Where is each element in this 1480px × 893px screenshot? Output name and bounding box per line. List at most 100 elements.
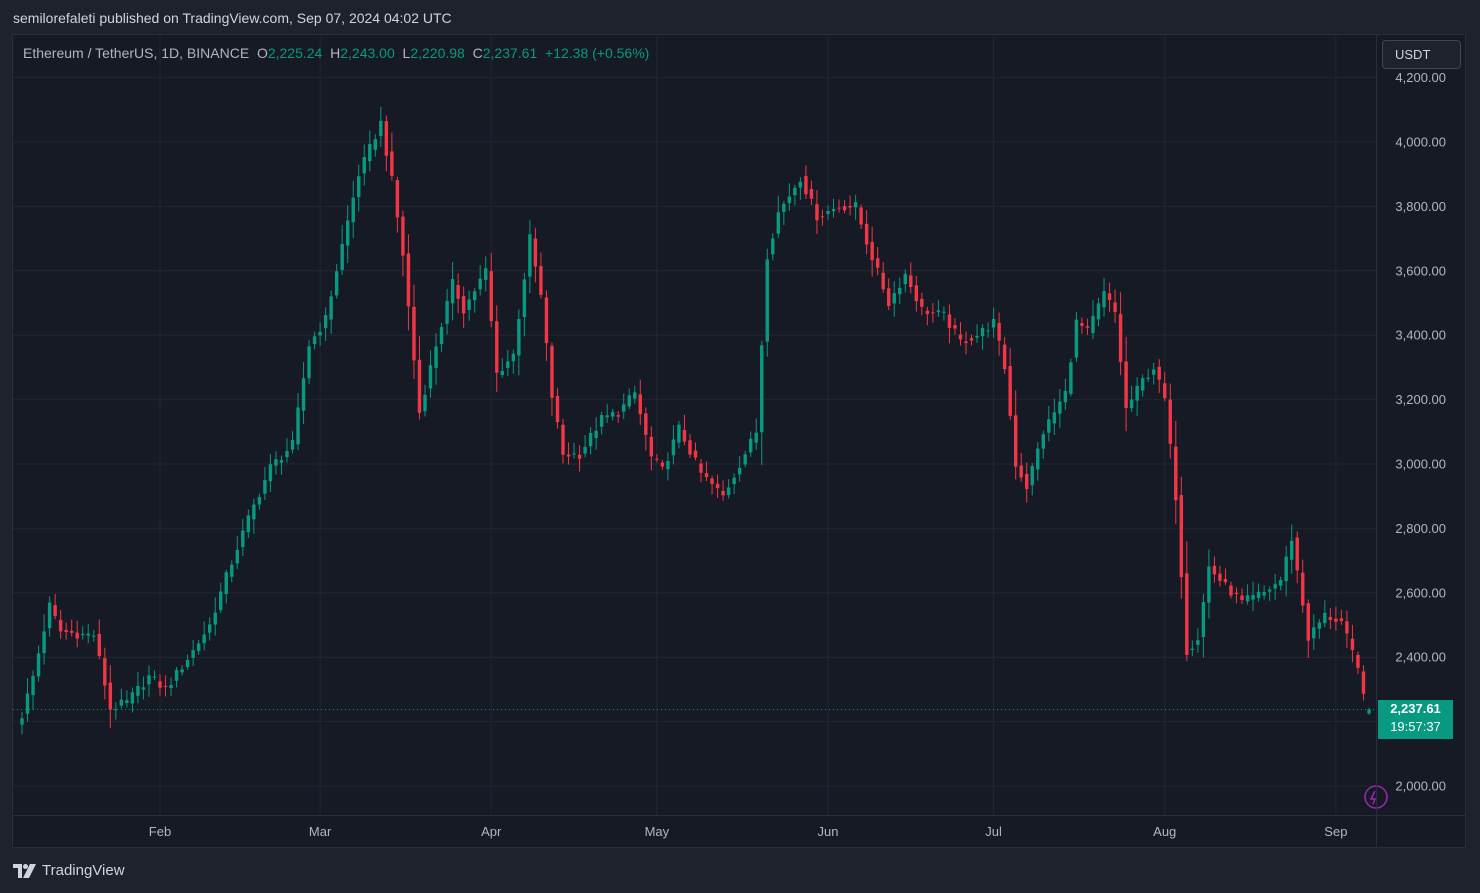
candle-body <box>539 266 543 295</box>
alert-bolt-glyph-icon <box>1369 790 1377 805</box>
candle-body <box>241 530 245 548</box>
candle-body <box>528 234 532 277</box>
open-value: 2,225.24 <box>267 45 323 61</box>
candle-body <box>368 144 372 162</box>
candle-body <box>252 504 256 520</box>
candle-body <box>1036 448 1040 470</box>
candle-body <box>655 458 659 460</box>
candle-body <box>726 487 731 496</box>
candle-body <box>721 491 725 496</box>
candle-body <box>1085 326 1090 328</box>
candle-body <box>340 243 344 270</box>
candle-body <box>1273 584 1277 589</box>
candle-body <box>207 624 212 633</box>
candle-body <box>804 176 808 195</box>
candle-body <box>318 331 322 336</box>
tradingview-logo[interactable]: TradingView <box>13 862 125 879</box>
candle-body <box>312 336 317 345</box>
change-value: +12.38 (+0.56%) <box>545 45 650 61</box>
candle-body <box>875 258 880 268</box>
currency-button[interactable]: USDT <box>1382 40 1461 69</box>
candle-body <box>1240 595 1244 600</box>
time-tick-label: Mar <box>309 824 332 839</box>
candle-body <box>1356 654 1360 668</box>
price-tick-label: 2,400.00 <box>1395 650 1446 665</box>
time-tick-label: Apr <box>481 824 502 839</box>
candle-body <box>1262 591 1266 596</box>
candle-body <box>395 180 400 218</box>
candle-body <box>362 157 366 174</box>
candle-body <box>550 345 554 398</box>
candle-body <box>180 669 184 673</box>
candle-body <box>484 268 488 280</box>
candle-body <box>782 203 786 212</box>
candle-body <box>748 438 753 453</box>
candle-body <box>826 210 830 214</box>
candle-body <box>649 436 654 457</box>
time-tick-label: Jun <box>818 824 839 839</box>
candle-body <box>991 319 996 328</box>
candle-body <box>914 285 919 302</box>
candle-body <box>605 415 609 418</box>
candle-body <box>771 238 775 255</box>
candle-body <box>1234 592 1239 594</box>
chart-pane[interactable] <box>12 34 1466 848</box>
candle-body <box>47 602 52 629</box>
candle-body <box>379 120 383 136</box>
candle-body <box>787 196 792 204</box>
candle-body <box>1284 556 1288 581</box>
candle-body <box>136 686 140 696</box>
candle-body <box>693 450 698 458</box>
candle-body <box>1157 366 1161 380</box>
candle-body <box>1124 361 1128 408</box>
candle-body <box>627 395 631 407</box>
candle-body <box>616 415 620 417</box>
candle-body <box>1052 412 1057 424</box>
candle-body <box>622 404 626 412</box>
candle-body <box>1185 573 1189 655</box>
price-tick-label: 3,600.00 <box>1395 263 1446 278</box>
candle-body <box>472 291 477 301</box>
axes: 2,000.002,200.002,400.002,600.002,800.00… <box>13 35 1466 848</box>
candles <box>20 106 1371 735</box>
candle-body <box>296 407 300 445</box>
candle-body <box>279 459 284 463</box>
candle-body <box>1218 573 1222 581</box>
candle-body <box>666 461 670 470</box>
candle-body <box>903 273 907 285</box>
candle-body <box>1339 618 1344 621</box>
candle-body <box>224 572 228 594</box>
candle-body <box>1163 383 1167 399</box>
candle-body <box>235 550 240 564</box>
candle-body <box>853 202 858 208</box>
candle-body <box>760 345 764 433</box>
price-tick-label: 4,200.00 <box>1395 70 1446 85</box>
candle-body <box>1058 401 1062 414</box>
candle-body <box>881 272 885 290</box>
candle-body <box>53 605 57 617</box>
candle-body <box>864 223 869 245</box>
price-tick-label: 2,600.00 <box>1395 585 1446 600</box>
close-label: C <box>472 45 483 61</box>
candle-body <box>1196 640 1200 645</box>
candle-body <box>688 440 692 455</box>
candle-body <box>1008 365 1012 416</box>
candle-body <box>936 310 941 312</box>
candle-body <box>870 241 874 261</box>
candle-body <box>572 453 576 455</box>
candle-body <box>1350 638 1355 651</box>
high-label: H <box>330 45 341 61</box>
symbol-legend[interactable]: Ethereum / TetherUS, 1D, BINANCE O2,225.… <box>23 45 649 61</box>
candle-body <box>25 693 30 714</box>
candle-body <box>130 692 135 704</box>
candle-body <box>964 341 968 344</box>
candle-body <box>290 439 295 450</box>
candle-body <box>1118 313 1123 362</box>
candle-body <box>1041 434 1046 449</box>
candle-body <box>152 676 157 678</box>
candle-body <box>588 432 593 447</box>
candle-body <box>185 659 190 667</box>
candle-body <box>1323 612 1327 624</box>
candle-body <box>831 208 836 212</box>
